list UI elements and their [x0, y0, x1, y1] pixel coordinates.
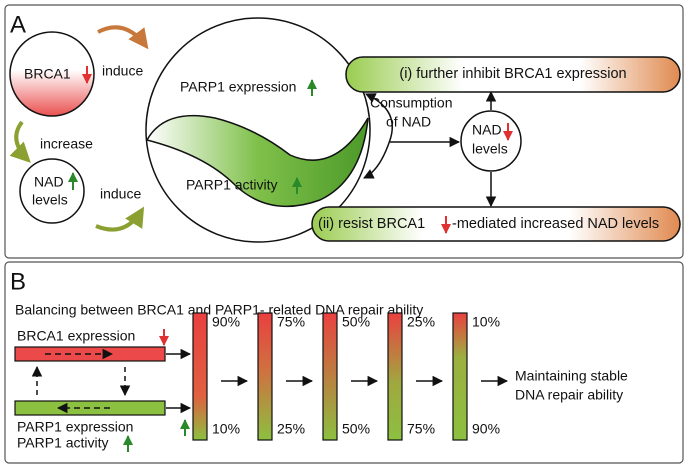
outcome-text: (ii) resist BRCA1 [318, 216, 425, 232]
outcome-pill [311, 206, 681, 242]
balance-bar [192, 312, 208, 441]
percent-label: 10% [212, 421, 240, 437]
outcome-text: (i) further inhibit BRCA1 expression [399, 66, 626, 82]
panel-label: B [10, 268, 26, 295]
induce-text: induce [102, 63, 143, 79]
increase-text: increase [40, 136, 93, 152]
outcome-text: -mediated increased NAD levels [452, 216, 659, 232]
nad-circle [460, 110, 522, 172]
nad-text: NAD [472, 122, 502, 138]
panel-title: Balancing between BRCA1 and PARP1- relat… [15, 302, 423, 318]
balance-bar [387, 312, 403, 441]
levels-text: levels [32, 192, 68, 208]
percent-label: 25% [407, 314, 435, 330]
percent-label: 25% [277, 421, 305, 437]
percent-label: 75% [277, 314, 305, 330]
balance-bar [452, 312, 468, 441]
result-text: DNA repair ability [515, 387, 623, 403]
balance-bar [257, 312, 273, 441]
outcome-pill [345, 56, 681, 93]
panel-b-frame [4, 261, 684, 464]
percent-label: 10% [472, 314, 500, 330]
parp1-expression-text: PARP1 expression [17, 419, 133, 435]
double-arrow [363, 93, 393, 179]
consumption-text: Consumption [370, 95, 453, 111]
curved-arrow [9, 120, 31, 163]
of-nad-text: of NAD [386, 114, 431, 130]
balance-bars: 90% 10% 75% 25% 50% 50% 25% 75% 10% 90% [192, 312, 509, 441]
percent-label: 90% [472, 421, 500, 437]
brca1-text: BRCA1 [24, 66, 71, 82]
percent-label: 90% [212, 314, 240, 330]
panel-a-frame [4, 4, 684, 259]
curved-arrow [97, 25, 149, 50]
parp1-expression-text: PARP1 expression [180, 79, 296, 95]
brca1-circle [9, 31, 95, 117]
balance-bar [322, 312, 338, 441]
parp1-activity-text: PARP1 activity [186, 177, 278, 193]
induce-text: induce [100, 186, 141, 202]
panel-label: A [10, 11, 26, 38]
percent-label: 50% [342, 421, 370, 437]
percent-label: 50% [342, 314, 370, 330]
parp1-activity-text: PARP1 activity [17, 435, 109, 451]
levels-text: levels [472, 141, 508, 157]
curved-arrow [95, 206, 145, 232]
nad-text: NAD [34, 174, 64, 190]
brca1-expression-text: BRCA1 expression [17, 328, 135, 344]
percent-label: 75% [407, 421, 435, 437]
result-text: Maintaining stable [515, 368, 628, 384]
